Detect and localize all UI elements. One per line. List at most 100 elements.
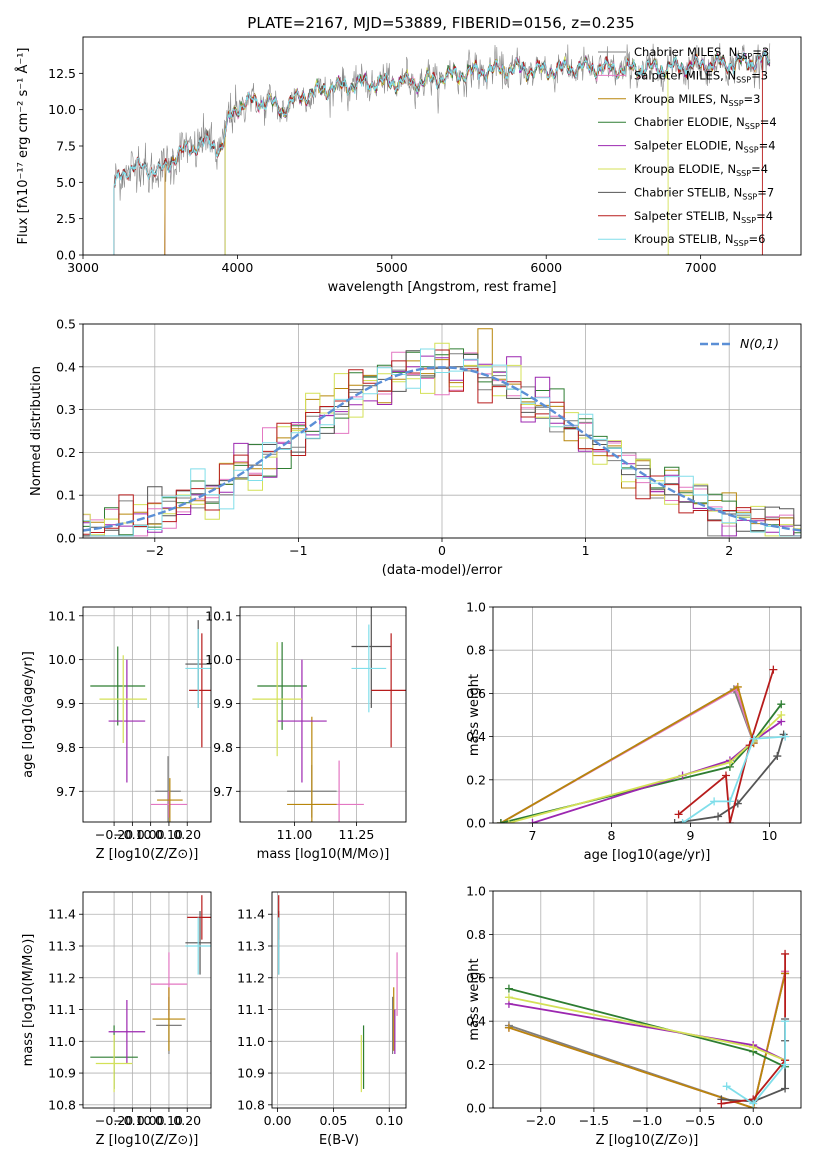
age_vs_mass-xtick-label: 11.00 [277, 827, 313, 842]
mass_weight_vs_Z-marker-k_elodie [504, 993, 513, 1002]
mass_weight_vs_Z-xtick-label: −2.0 [526, 1113, 556, 1128]
mass_vs_Z-xtick-label: −0.10 [113, 1113, 151, 1128]
mass_vs_Z-ylabel: mass [log10(M/M⊙)] [21, 934, 36, 1067]
mass_vs_ebv-ytick-label: 10.8 [237, 1097, 265, 1112]
residual-histogram-k_miles [83, 328, 801, 537]
mass_weight_vs_age-marker-s_stelib [721, 771, 730, 780]
spectrum-frame [82, 36, 802, 256]
spectrum-xtick-label: 3000 [67, 260, 99, 275]
mass_weight_vs_age-xtick-label: 9 [686, 828, 694, 843]
mass_weight_vs_Z-marker-k_stelib [781, 1060, 790, 1069]
mass_weight_vs_age-marker-k_stelib [725, 797, 734, 806]
residuals-ytick-label: 0.5 [56, 317, 76, 332]
mass_weight_vs_age-line-s_miles [500, 687, 755, 823]
mass_weight_vs_age-ytick-label: 0.8 [466, 643, 486, 658]
mass_weight_vs_Z-xtick-label: 0.0 [743, 1113, 763, 1128]
residuals-xtick-label: 2 [725, 543, 733, 558]
age_vs_Z-xtick-label: 0.10 [155, 827, 183, 842]
mass_weight_vs_age-marker-c_stelib [714, 812, 723, 821]
mass_weight_vs_age-line-k_miles [500, 685, 755, 823]
mass_weight_vs_age-marker-c_elodie [496, 819, 505, 823]
spectrum-ytick-label: 5.0 [56, 175, 76, 190]
residuals-ytick-label: 0.3 [56, 402, 76, 417]
mass_weight_vs_age-ytick-label: 0.6 [466, 686, 486, 701]
mass_weight_vs_Z-marker-k_stelib [749, 1099, 758, 1108]
mass_weight_vs_age-marker-c_stelib [670, 819, 679, 823]
mass_weight_vs_age-marker-k_miles [733, 682, 742, 691]
spectrum-axes: 3000 4000 5000 6000 7000 0.0 2.5 5.0 7.5 10.0 12.5 [48, 66, 716, 275]
mass_weight_vs_Z-marker-k_stelib [781, 1017, 790, 1026]
age_vs_mass-ytick-label: 10.1 [205, 608, 233, 623]
mass_weight_vs_age-marker-s_elodie [528, 819, 537, 823]
mass_vs_Z-xtick-label: −0.20 [95, 1113, 133, 1128]
mass_vs_ebv-ytick-label: 11.2 [237, 970, 265, 985]
legend-entry-s_elodie: Salpeter ELODIE, NSSP=4 [634, 139, 776, 155]
mass_weight_vs_age-marker-c_stelib [773, 752, 782, 761]
age_vs_Z-xtick-label: 0.20 [173, 827, 201, 842]
mass_weight_vs_age-ytick-label: 0.4 [466, 729, 486, 744]
mass_weight_vs_Z-axes: −2.0 −1.5 −1.0 −0.5 0.0 0.0 0.2 0.4 0.6 0.8 1.0 [466, 884, 801, 1128]
spectrum-plot-area [113, 43, 771, 255]
mass_vs_Z-ytick-label: 11.4 [48, 907, 76, 922]
mass_weight_vs_age-line-s_stelib [678, 669, 775, 823]
age_vs_Z-ytick-label: 9.9 [56, 696, 76, 711]
mass_vs_Z-plot-area [90, 895, 211, 1093]
legend-entry-s_stelib: Salpeter STELIB, NSSP=4 [634, 209, 773, 225]
mass_weight_vs_age-marker-k_elodie [725, 758, 734, 767]
age_vs_mass-plot-area [252, 607, 406, 822]
mass_weight_vs_age-line-c_miles [500, 687, 755, 823]
mass_weight_vs_age-xlabel: age [log10(age/yr)] [584, 848, 711, 863]
spectrum-xlabel: wavelength [Angstrom, rest frame] [328, 280, 557, 295]
age_vs_Z-xlabel: Z [log10(Z/Z⊙)] [96, 847, 199, 862]
residuals-plot-area [83, 328, 801, 537]
age_vs_Z-ytick-label: 10.0 [48, 652, 76, 667]
mass_vs_ebv-plot-area [278, 895, 398, 1093]
mass_vs_Z-ytick-label: 11.2 [48, 970, 76, 985]
mass_weight_vs_Z-line-k_miles [508, 973, 786, 1108]
mass_vs_Z-xlabel: Z [log10(Z/Z⊙)] [96, 1133, 199, 1148]
mass_vs_Z-xtick-label: 0.20 [173, 1113, 201, 1128]
residuals-ytick-label: 0.2 [56, 445, 76, 460]
mass_weight_vs_Z-ytick-label: 0.2 [466, 1057, 486, 1072]
legend-entry-k_elodie: Kroupa ELODIE, NSSP=4 [634, 162, 768, 178]
mass_weight_vs_age-ytick-label: 0.2 [466, 772, 486, 787]
mass_weight_vs_Z-marker-s_stelib [781, 949, 790, 958]
mass_vs_ebv-xtick-label: 0.10 [375, 1113, 403, 1128]
mass_weight_vs_Z-xlabel: Z [log10(Z/Z⊙)] [596, 1133, 699, 1148]
mass_weight_vs_age-line-c_elodie [500, 703, 783, 823]
mass_weight_vs_age-marker-k_stelib [781, 732, 790, 741]
age_vs_Z-xtick-label: −0.20 [95, 827, 133, 842]
mass_weight_vs_Z-ytick-label: 0.6 [466, 970, 486, 985]
spectrum-ylabel: Flux [fλ10⁻¹⁷ erg cm⁻² s⁻¹ Å⁻¹] [15, 48, 31, 245]
residuals-xlabel: (data-model)/error [382, 563, 503, 578]
mass_vs_Z-ytick-label: 11.0 [48, 1034, 76, 1049]
legend-entry-s_miles: Salpeter MILES, NSSP=3 [634, 68, 768, 84]
mass_weight_vs_age-marker-s_stelib [769, 665, 778, 674]
mass_vs_Z-ytick-label: 11.1 [48, 1002, 76, 1017]
mass_weight_vs_Z-line-s_stelib [721, 953, 786, 1105]
mass_weight_vs_age-xtick-label: 7 [529, 828, 537, 843]
mass_weight_vs_age-axes: 7 8 9 10 0.0 0.2 0.4 0.6 0.8 1.0 [466, 600, 801, 843]
legend-entry-k_miles: Kroupa MILES, NSSP=3 [634, 92, 760, 108]
legend-entry-c_stelib: Chabrier STELIB, NSSP=7 [634, 185, 774, 201]
mass_weight_vs_age-ytick-label: 1.0 [466, 600, 486, 615]
mass_weight_vs_Z-marker-k_stelib [722, 1082, 731, 1091]
mass_weight_vs_Z-marker-k_miles [504, 1023, 513, 1032]
spectrum-model-k_stelib [113, 50, 771, 255]
mass_weight_vs_Z-ytick-label: 0.8 [466, 927, 486, 942]
mass_vs_ebv-axes: 0.00 0.05 0.10 10.8 10.9 11.0 11.1 11.2 11.3 11.4 [237, 892, 406, 1128]
spectrum-ytick-label: 0.0 [56, 248, 76, 263]
spectrum-model-k_elodie [224, 56, 669, 255]
age_vs_Z-plot-area [90, 620, 211, 822]
mass_weight_vs_Z-ylabel: mass weight [467, 958, 482, 1040]
mass_weight_vs_Z-xtick-label: −1.0 [632, 1113, 662, 1128]
age_vs_Z-frame [82, 606, 212, 823]
mass_vs_ebv-xtick-label: 0.00 [264, 1113, 292, 1128]
mass_vs_ebv-ytick-label: 10.9 [237, 1066, 265, 1081]
legend-entry-k_stelib: Kroupa STELIB, NSSP=6 [634, 232, 765, 248]
mass_weight_vs_age-ytick-label: 0.0 [466, 816, 486, 831]
mass_weight_vs_age-marker-s_stelib [674, 810, 683, 819]
age_vs_Z-ytick-label: 9.7 [56, 784, 76, 799]
residuals-ytick-label: 0.4 [56, 359, 76, 374]
mass_weight_vs_Z-marker-c_elodie [504, 984, 513, 993]
